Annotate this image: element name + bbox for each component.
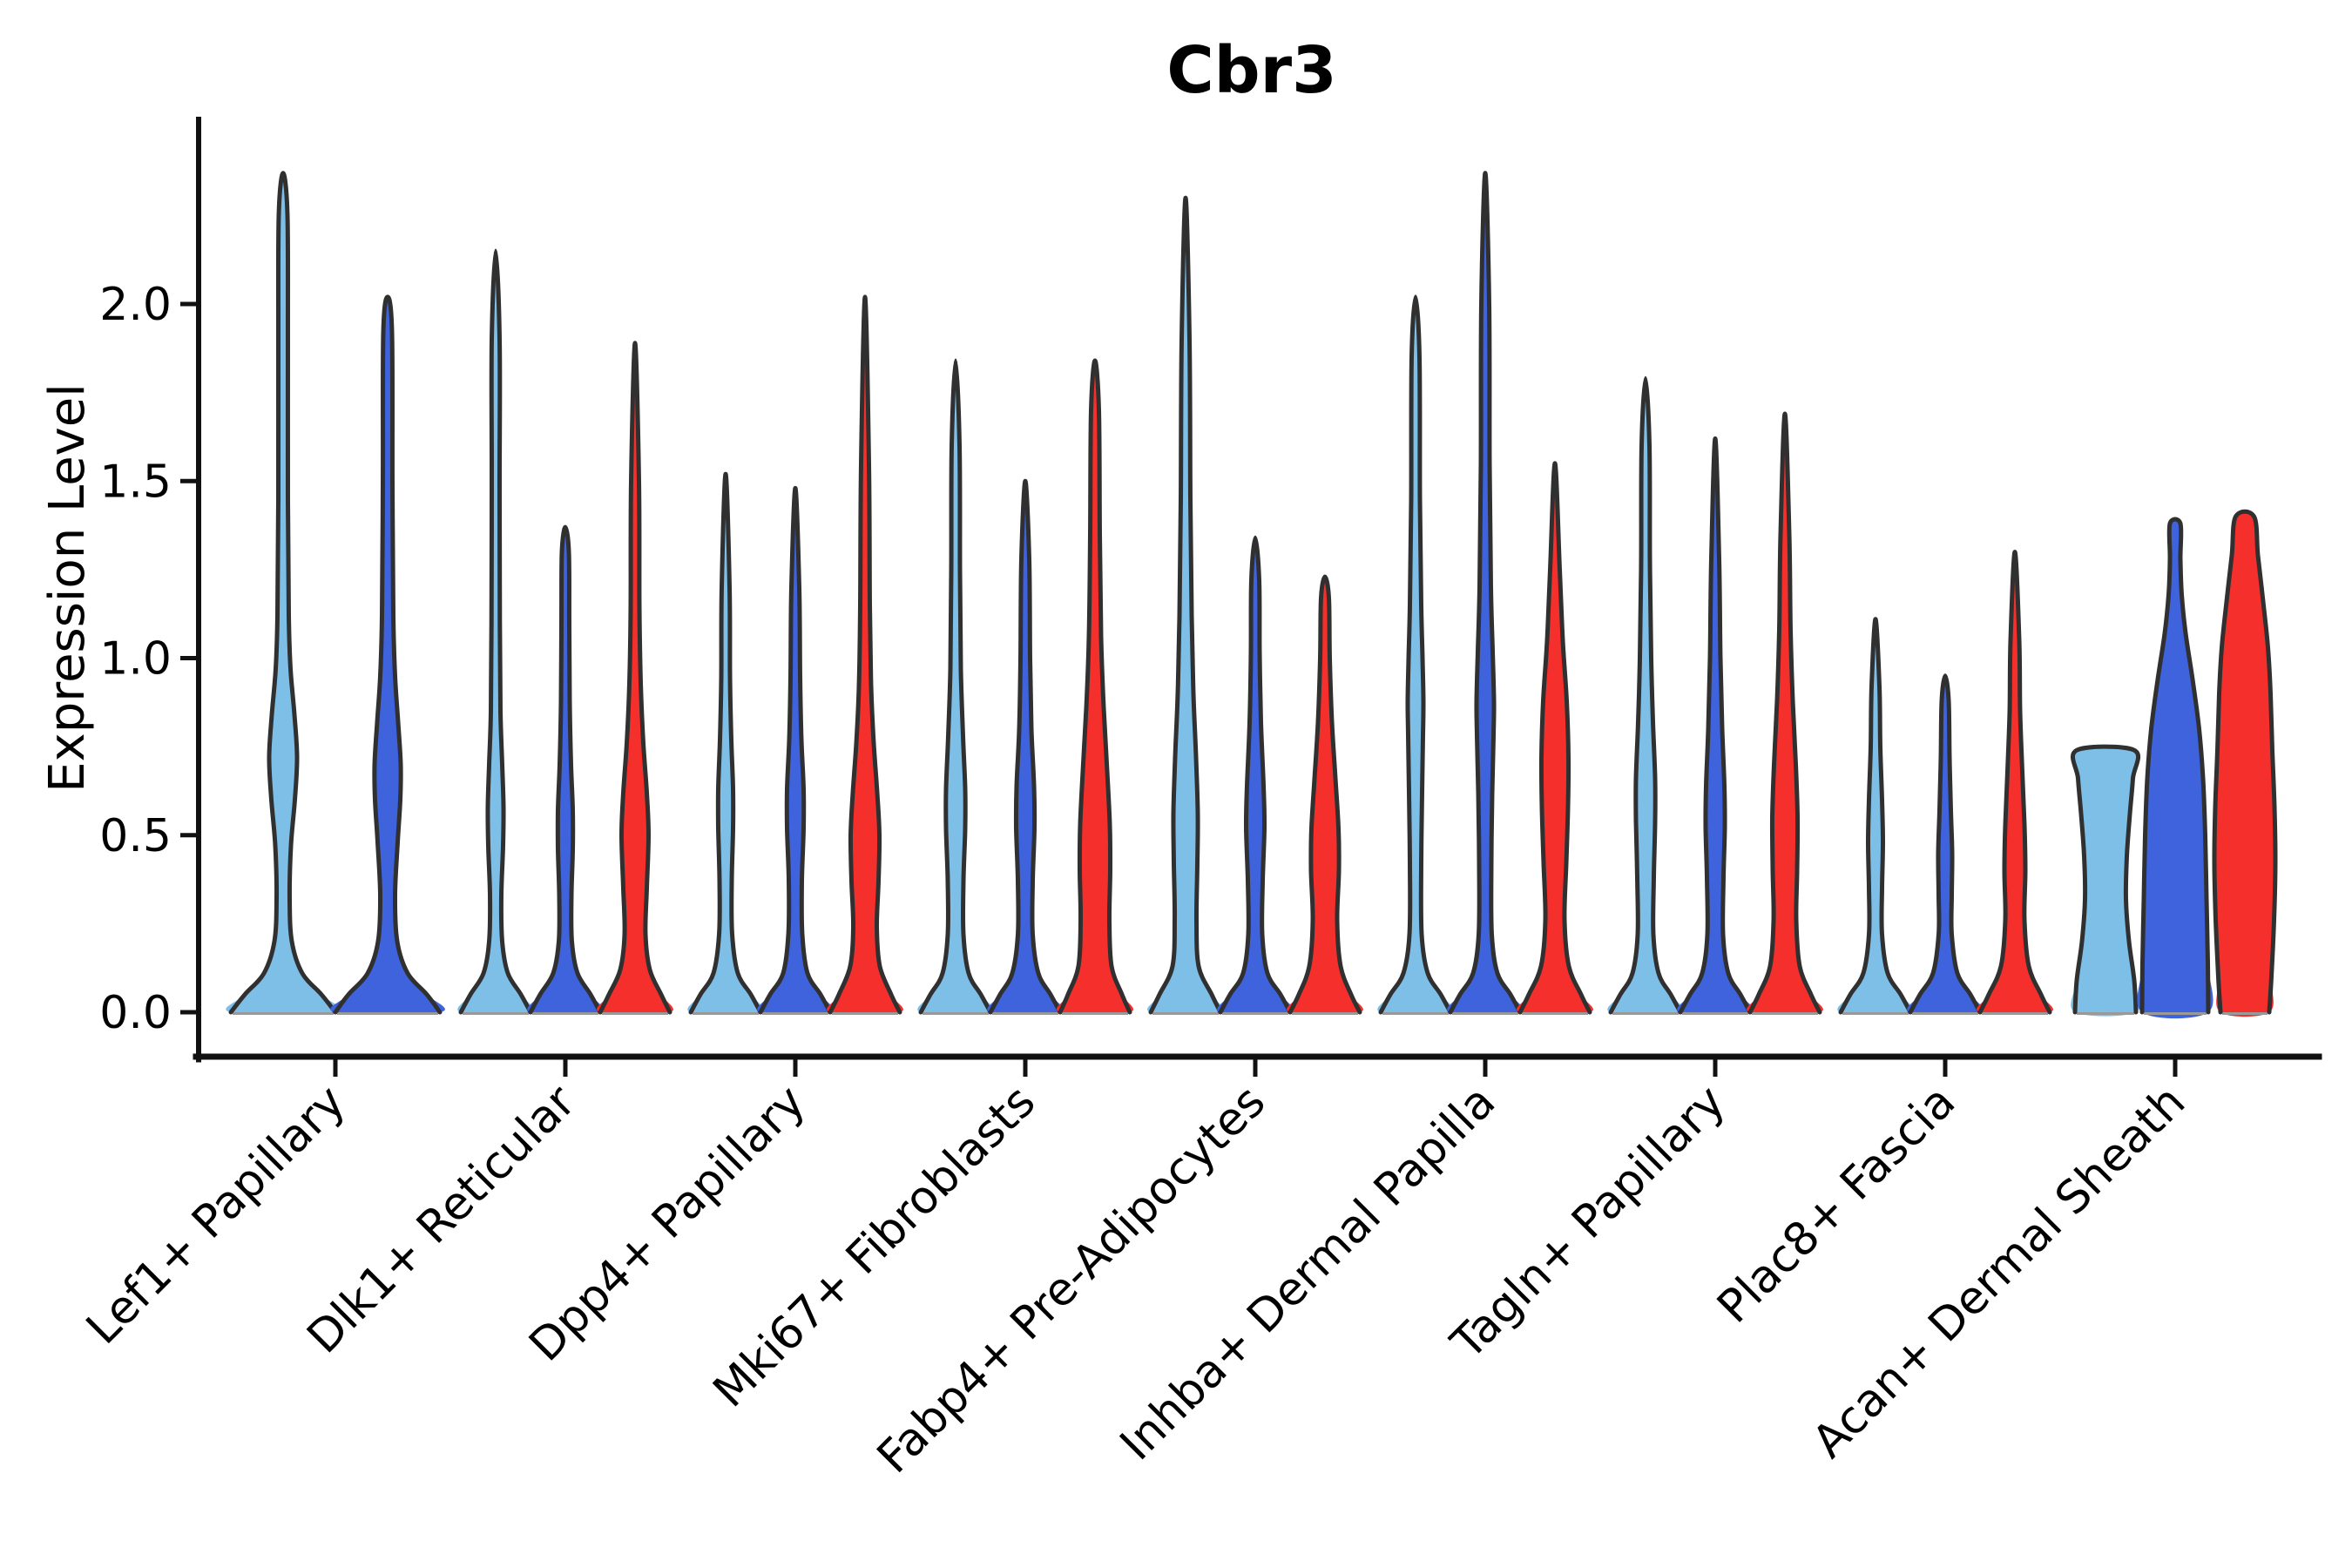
- violin-outline-7-light_blue: [1608, 375, 1683, 1015]
- violin-group-2: [457, 248, 673, 1015]
- violin-fill-9-red: [2213, 511, 2276, 1017]
- violin-fill-5-red: [1287, 577, 1363, 1015]
- violin-fill-3-light_blue: [687, 474, 764, 1015]
- violin-outline-2-light_blue: [458, 248, 533, 1015]
- violin-group-3: [687, 294, 903, 1015]
- violin-fill-8-light_blue: [1837, 618, 1914, 1015]
- violin-fill-5-light_blue: [1147, 198, 1224, 1015]
- violin-outline-2-royal_blue: [528, 524, 603, 1015]
- violin-group-4: [917, 358, 1134, 1015]
- violin-outline-9-royal_blue: [2139, 517, 2211, 1015]
- violin-outline-6-red: [1517, 461, 1592, 1015]
- violin-group-5: [1147, 195, 1363, 1015]
- violin-outline-8-red: [1977, 550, 2052, 1015]
- violin-fill-3-red: [827, 296, 903, 1015]
- violin-outline-7-royal_blue: [1678, 436, 1753, 1015]
- violin-fill-2-red: [597, 342, 673, 1015]
- y-tick-label: 1.5: [99, 456, 172, 508]
- violin-outline-3-light_blue: [688, 471, 763, 1015]
- violin-fill-6-red: [1517, 463, 1593, 1015]
- violin-fill-8-royal_blue: [1907, 675, 1984, 1015]
- violin-group-7: [1607, 375, 1823, 1015]
- violin-fill-9-light_blue: [2071, 747, 2140, 1017]
- violin-outline-6-royal_blue: [1448, 171, 1523, 1015]
- violin-fill-7-light_blue: [1607, 378, 1684, 1015]
- violin-outline-5-royal_blue: [1218, 535, 1293, 1015]
- violin-fill-4-light_blue: [917, 361, 994, 1015]
- violin-fill-1-royal_blue: [330, 296, 445, 1015]
- x-tick-label-6: Inhba+ Dermal Papilla: [1111, 1076, 1505, 1470]
- violin-series: [226, 171, 2278, 1019]
- violin-outline-5-light_blue: [1148, 195, 1223, 1015]
- violin-outline-5-red: [1288, 574, 1362, 1015]
- violin-group-8: [1837, 550, 2053, 1015]
- violin-fill-6-royal_blue: [1447, 172, 1524, 1015]
- y-tick-label: 0.0: [99, 987, 172, 1039]
- y-axis-label: Expression Level: [39, 383, 96, 793]
- violin-outline-7-red: [1747, 411, 1822, 1015]
- violin-outline-8-royal_blue: [1908, 673, 1983, 1015]
- violin-outline-6-light_blue: [1378, 294, 1453, 1015]
- violin-outline-9-light_blue: [2071, 744, 2140, 1015]
- violin-group-9: [2071, 509, 2278, 1019]
- violin-group-6: [1377, 171, 1593, 1015]
- violin-fill-4-red: [1056, 361, 1134, 1015]
- y-tick-label: 2.0: [99, 279, 172, 331]
- violin-fill-7-royal_blue: [1677, 438, 1754, 1015]
- violin-outline-1-royal_blue: [333, 294, 443, 1015]
- violin-outline-1-light_blue: [228, 171, 338, 1015]
- violin-outline-4-light_blue: [918, 358, 993, 1015]
- violin-fill-6-light_blue: [1377, 296, 1454, 1015]
- violin-outline-3-royal_blue: [758, 485, 833, 1015]
- chart-title: Cbr3: [1166, 33, 1336, 108]
- violin-outline-4-royal_blue: [988, 478, 1063, 1015]
- x-tick-label-8: Plac8+ Fascia: [1707, 1076, 1965, 1334]
- violin-fill-8-red: [1977, 551, 2053, 1015]
- x-tick-label-5: Fabp4+ Pre-Adipocytes: [868, 1076, 1275, 1484]
- violin-outline-9-red: [2212, 509, 2278, 1015]
- violin-outline-4-red: [1058, 358, 1132, 1015]
- violin-group-1: [226, 171, 445, 1015]
- violin-outline-8-light_blue: [1838, 617, 1913, 1015]
- violin-fill-9-royal_blue: [2137, 518, 2213, 1019]
- violin-outline-2-red: [598, 341, 672, 1015]
- violin-fill-4-royal_blue: [987, 481, 1064, 1015]
- violin-fill-2-light_blue: [457, 251, 534, 1015]
- y-axis-ticks: 0.0 0.5 1.0 1.5 2.0: [99, 279, 196, 1039]
- violin-fill-1-light_blue: [226, 172, 341, 1015]
- x-tick-label-9: Acan+ Dermal Sheath: [1803, 1076, 2196, 1469]
- violin-outline-3-red: [828, 294, 902, 1015]
- violin-fill-2-royal_blue: [527, 527, 604, 1015]
- y-tick-label: 1.0: [99, 633, 172, 686]
- violin-fill-5-royal_blue: [1217, 537, 1294, 1015]
- violin-fill-7-red: [1747, 414, 1823, 1015]
- y-tick-label: 0.5: [99, 810, 172, 862]
- violin-fill-3-royal_blue: [757, 488, 834, 1015]
